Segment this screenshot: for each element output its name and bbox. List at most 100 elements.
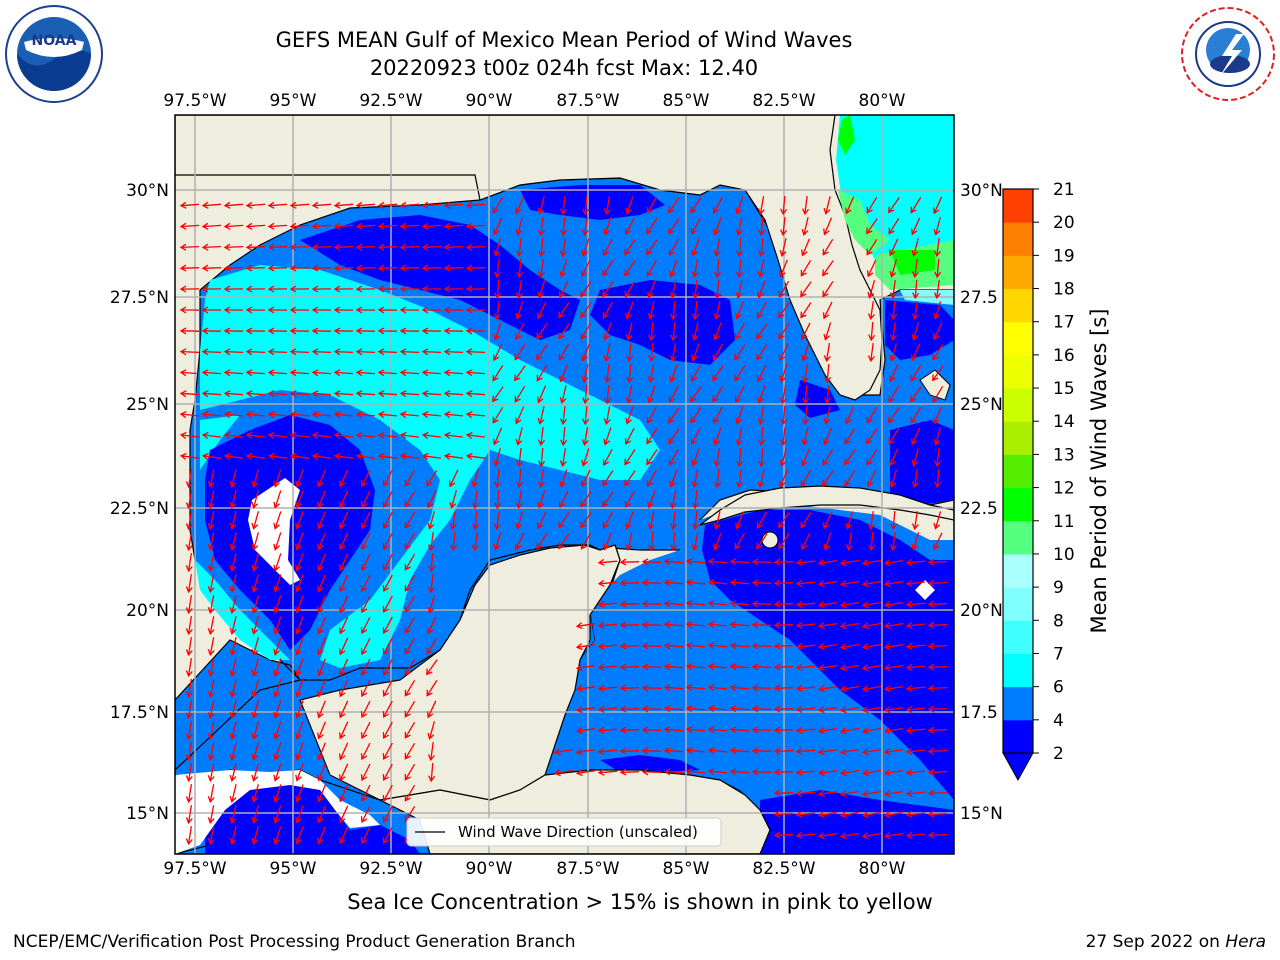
- wind-wave-arrow: [778, 343, 789, 362]
- wind-wave-arrow: [934, 468, 942, 489]
- wind-wave-arrow: [355, 243, 376, 251]
- wind-wave-arrow: [663, 579, 684, 587]
- wind-wave-arrow: [229, 784, 237, 804]
- wind-wave-arrow: [905, 768, 926, 776]
- wind-wave-arrow: [795, 810, 816, 818]
- wind-wave-arrow: [824, 363, 832, 384]
- colorbar-cell: [1003, 388, 1033, 422]
- wind-wave-arrow: [355, 327, 376, 335]
- wind-wave-arrow: [399, 243, 420, 251]
- wind-wave-arrow: [514, 532, 525, 551]
- wind-wave-arrow: [647, 490, 656, 509]
- wind-wave-arrow: [861, 664, 882, 672]
- wind-wave-arrow: [317, 679, 327, 698]
- wind-wave-arrow: [377, 390, 398, 398]
- wind-wave-arrow: [338, 637, 349, 656]
- wind-wave-arrow: [465, 431, 485, 440]
- wind-wave-arrow: [273, 742, 282, 761]
- wind-wave-arrow: [580, 469, 591, 488]
- wind-wave-arrow: [889, 280, 897, 300]
- wind-wave-arrow: [493, 301, 501, 321]
- wind-wave-arrow: [295, 721, 304, 740]
- wind-wave-arrow: [471, 490, 479, 510]
- wind-wave-arrow: [251, 595, 260, 614]
- wind-wave-arrow: [355, 390, 376, 398]
- wind-wave-arrow: [558, 533, 570, 550]
- wind-wave-arrow: [641, 768, 662, 776]
- wind-wave-arrow: [536, 511, 547, 530]
- wind-wave-arrow: [207, 574, 215, 594]
- wind-wave-arrow: [338, 553, 349, 572]
- wind-wave-arrow: [839, 790, 860, 798]
- wind-wave-arrow: [911, 448, 919, 467]
- wind-wave-arrow: [404, 616, 416, 634]
- wind-wave-arrow: [714, 468, 722, 489]
- wind-wave-arrow: [866, 449, 878, 466]
- wind-wave-arrow: [905, 558, 926, 566]
- wind-wave-arrow: [861, 811, 882, 819]
- wind-wave-arrow: [207, 532, 215, 552]
- wind-wave-arrow: [734, 532, 746, 550]
- wind-wave-arrow: [866, 239, 878, 256]
- wind-wave-arrow: [910, 407, 922, 424]
- wind-wave-arrow: [360, 700, 371, 719]
- wind-wave-arrow: [333, 285, 354, 293]
- wind-wave-arrow: [619, 579, 640, 587]
- wind-wave-arrow: [801, 363, 809, 384]
- wind-wave-arrow: [404, 511, 416, 529]
- wind-wave-arrow: [229, 469, 237, 489]
- wind-wave-arrow: [443, 243, 464, 251]
- wind-wave-arrow: [360, 532, 371, 551]
- wind-wave-arrow: [780, 427, 788, 447]
- wind-wave-arrow: [404, 679, 416, 697]
- wind-wave-arrow: [377, 452, 397, 460]
- wind-wave-arrow: [817, 769, 837, 777]
- footer-date: 27 Sep 2022 on Hera: [1086, 932, 1266, 952]
- wind-wave-arrow: [756, 301, 768, 319]
- wind-wave-arrow: [289, 369, 310, 377]
- colorbar-tick-label: 4: [1053, 711, 1064, 731]
- wind-wave-arrow: [685, 747, 706, 755]
- wind-wave-arrow: [933, 280, 941, 300]
- wind-wave-arrow: [927, 642, 948, 650]
- wind-wave-arrow: [751, 684, 772, 692]
- wind-wave-arrow: [932, 344, 944, 361]
- wind-wave-arrow: [780, 405, 788, 426]
- wind-wave-arrow: [911, 259, 919, 279]
- wind-wave-arrow: [471, 532, 479, 552]
- wind-wave-arrow: [845, 532, 853, 552]
- wind-wave-arrow: [185, 510, 193, 531]
- wind-wave-arrow: [844, 449, 856, 466]
- wind-wave-arrow: [911, 238, 919, 257]
- colorbar-tick-label: 11: [1053, 512, 1075, 532]
- wind-wave-arrow: [404, 763, 416, 781]
- wind-wave-arrow: [273, 595, 282, 614]
- wind-wave-arrow: [538, 237, 546, 258]
- map-area: Wind Wave Direction (unscaled): [175, 115, 954, 854]
- wind-wave-arrow: [399, 264, 420, 272]
- colorbar-tick-label: 9: [1053, 578, 1064, 598]
- wind-wave-arrow: [597, 684, 618, 692]
- wind-wave-arrow: [663, 600, 684, 608]
- wind-wave-arrow: [201, 306, 222, 314]
- wind-wave-arrow: [822, 448, 834, 466]
- wind-wave-arrow: [905, 579, 926, 587]
- wind-wave-arrow: [685, 726, 706, 734]
- wind-wave-arrow: [311, 390, 332, 398]
- wind-wave-arrow: [795, 621, 816, 629]
- wind-wave-arrow: [317, 574, 327, 593]
- wind-wave-arrow: [861, 748, 882, 756]
- wind-wave-arrow: [273, 658, 282, 677]
- wind-wave-arrow: [317, 616, 327, 635]
- wind-wave-arrow: [421, 327, 442, 335]
- wind-wave-arrow: [382, 805, 393, 823]
- wind-wave-arrow: [757, 469, 765, 489]
- wind-wave-arrow: [581, 426, 589, 447]
- wind-wave-arrow: [735, 196, 744, 215]
- wind-wave-arrow: [581, 364, 589, 384]
- wind-wave-arrow: [801, 217, 809, 237]
- wind-wave-arrow: [663, 684, 684, 692]
- wind-wave-arrow: [360, 721, 371, 740]
- wind-wave-arrow: [773, 642, 794, 650]
- wind-wave-arrow: [707, 642, 728, 650]
